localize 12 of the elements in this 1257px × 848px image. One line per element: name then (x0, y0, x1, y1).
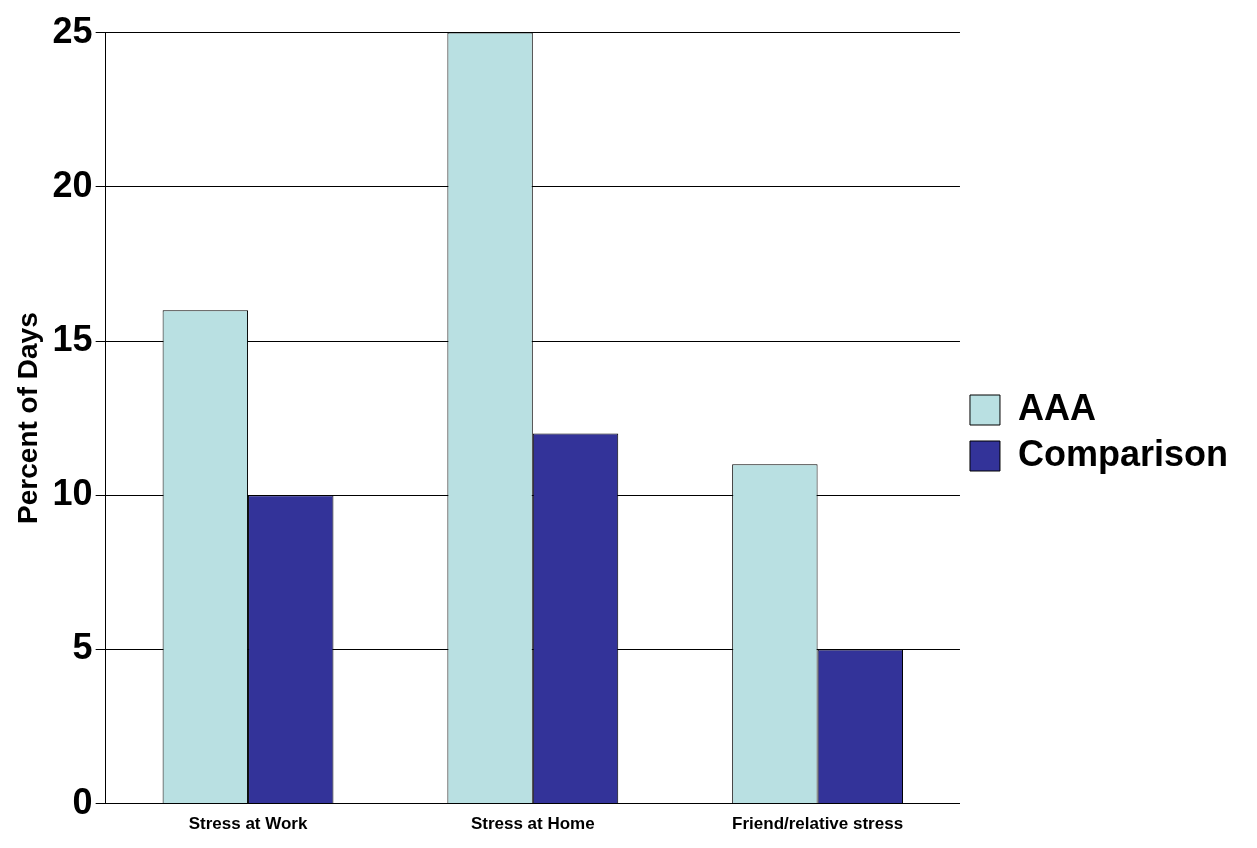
y-tick-label: 5 (72, 626, 93, 668)
x-tick-label: Friend/relative stress (732, 814, 904, 834)
x-tick-label: Stress at Work (188, 814, 308, 834)
y-axis-title: Percent of Days (11, 312, 43, 524)
y-tick-label: 15 (52, 317, 93, 359)
y-tick-label: 0 (72, 780, 93, 822)
y-tick-label: 10 (52, 472, 93, 514)
legend-label: AAA (1017, 386, 1096, 428)
y-tick-label: 20 (52, 163, 93, 205)
x-tick-label: Stress at Home (470, 814, 595, 834)
legend-label: Comparison (1017, 432, 1229, 474)
y-tick-label: 25 (52, 9, 93, 51)
